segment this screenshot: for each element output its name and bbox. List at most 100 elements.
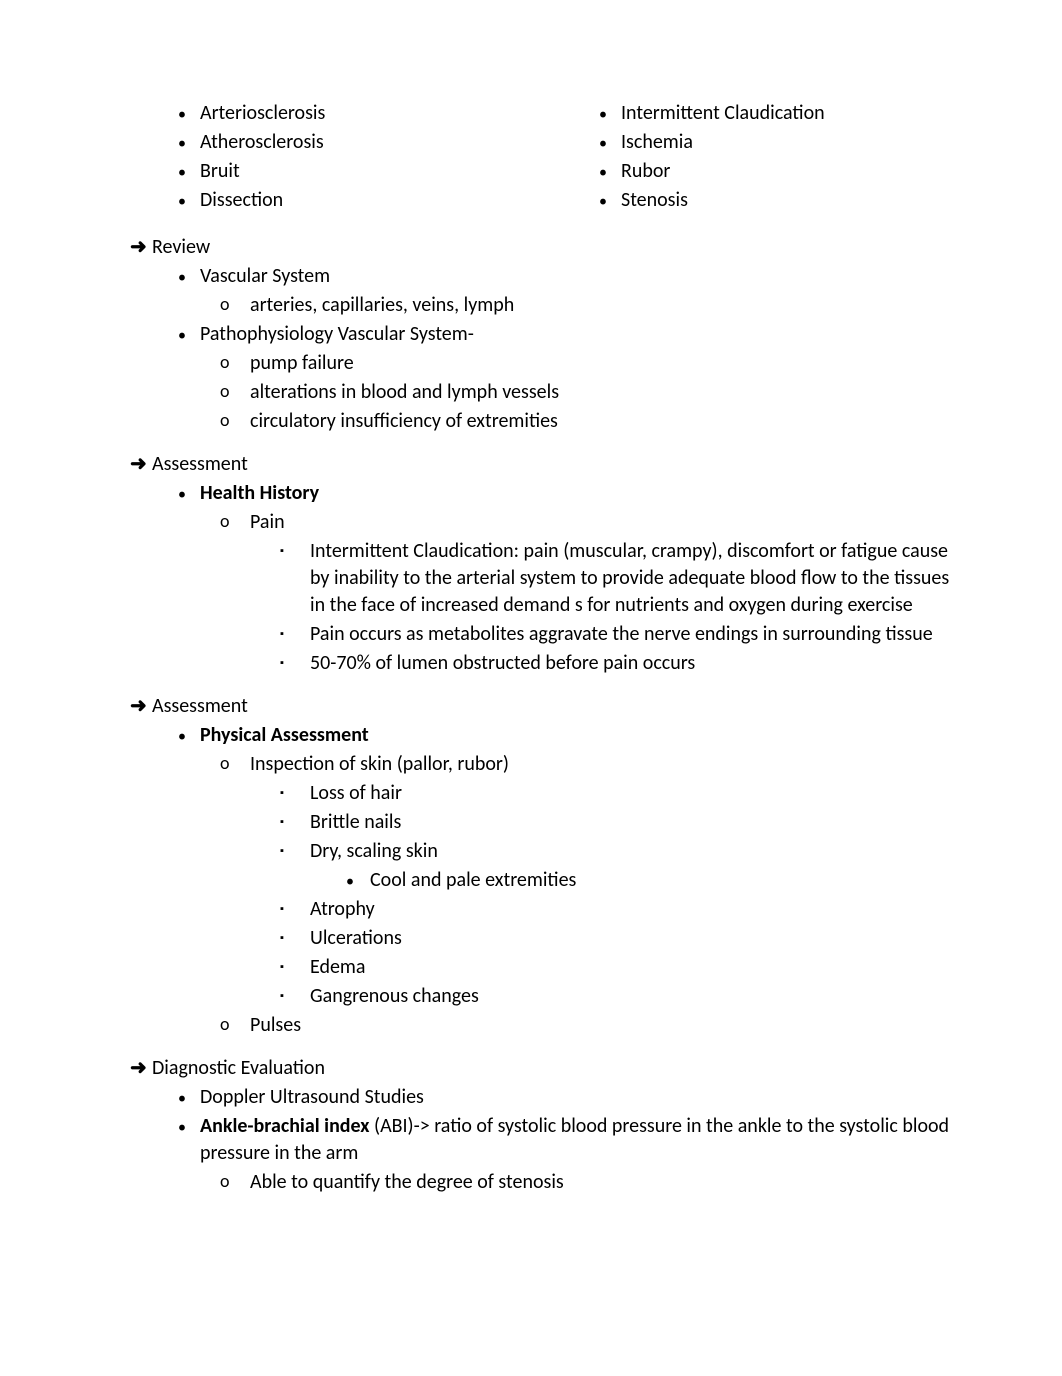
square-icon — [280, 954, 310, 975]
square-icon — [280, 925, 310, 946]
square-icon — [280, 780, 310, 801]
item-text-bold: Physical Assessment — [200, 722, 952, 749]
section-heading: Assessment — [152, 451, 952, 478]
bullet-icon — [170, 263, 200, 290]
subitem-text: circulatory insufficiency of extremities — [250, 408, 952, 435]
bullet-icon — [591, 187, 621, 214]
subitem-text: Pain — [250, 509, 952, 536]
list-item: Doppler Ultrasound Studies — [170, 1084, 952, 1111]
sq-item: Edema — [280, 954, 952, 981]
term-text: Intermittent Claudication — [621, 100, 952, 127]
circle-icon — [220, 1169, 250, 1193]
term-item: Dissection — [170, 187, 531, 214]
section-diagnostic: Diagnostic Evaluation — [130, 1055, 952, 1082]
sq-item: Gangrenous changes — [280, 983, 952, 1010]
sq-item: Pain occurs as metabolites aggravate the… — [280, 621, 952, 648]
item-text: Ankle-brachial index (ABI)-> ratio of sy… — [200, 1113, 952, 1167]
list-item: Vascular System — [170, 263, 952, 290]
sq-item: 50-70% of lumen obstructed before pain o… — [280, 650, 952, 677]
sq-text: Intermittent Claudication: pain (muscula… — [310, 538, 952, 619]
sublist-item: Inspection of skin (pallor, rubor) — [220, 751, 952, 778]
dot-item: Cool and pale extremities — [340, 867, 952, 894]
section-assessment-1: Assessment — [130, 451, 952, 478]
sublist-item: Pulses — [220, 1012, 952, 1039]
bullet-icon — [170, 480, 200, 507]
sq-item: Intermittent Claudication: pain (muscula… — [280, 538, 952, 619]
subitem-text: alterations in blood and lymph vessels — [250, 379, 952, 406]
section-heading: Diagnostic Evaluation — [152, 1055, 952, 1082]
bullet-icon — [170, 1113, 200, 1140]
term-columns: Arteriosclerosis Atherosclerosis Bruit D… — [130, 100, 952, 216]
bullet-icon — [170, 129, 200, 156]
term-item: Rubor — [591, 158, 952, 185]
sq-item: Loss of hair — [280, 780, 952, 807]
bullet-icon — [591, 129, 621, 156]
square-icon — [280, 538, 310, 559]
term-col-left: Arteriosclerosis Atherosclerosis Bruit D… — [130, 100, 531, 216]
arrow-icon — [130, 693, 152, 720]
sq-text: Brittle nails — [310, 809, 952, 836]
term-col-right: Intermittent Claudication Ischemia Rubor… — [551, 100, 952, 216]
term-item: Ischemia — [591, 129, 952, 156]
circle-icon — [220, 350, 250, 374]
term-text: Dissection — [200, 187, 531, 214]
sq-text: 50-70% of lumen obstructed before pain o… — [310, 650, 952, 677]
circle-icon — [220, 751, 250, 775]
sq-text: Gangrenous changes — [310, 983, 952, 1010]
term-text: Bruit — [200, 158, 531, 185]
item-text-bold: Health History — [200, 480, 952, 507]
sq-text: Atrophy — [310, 896, 952, 923]
list-item: Health History — [170, 480, 952, 507]
circle-icon — [220, 1012, 250, 1036]
section-heading: Review — [152, 234, 952, 261]
sq-text: Ulcerations — [310, 925, 952, 952]
sq-text: Edema — [310, 954, 952, 981]
term-text: Arteriosclerosis — [200, 100, 531, 127]
term-text: Stenosis — [621, 187, 952, 214]
term-item: Intermittent Claudication — [591, 100, 952, 127]
section-assessment-2: Assessment — [130, 693, 952, 720]
bullet-icon — [591, 158, 621, 185]
circle-icon — [220, 379, 250, 403]
section-heading: Assessment — [152, 693, 952, 720]
square-icon — [280, 896, 310, 917]
section-review: Review — [130, 234, 952, 261]
item-text: Doppler Ultrasound Studies — [200, 1084, 952, 1111]
bullet-icon — [340, 867, 370, 894]
circle-icon — [220, 509, 250, 533]
sq-text: Loss of hair — [310, 780, 952, 807]
arrow-icon — [130, 234, 152, 261]
term-item: Bruit — [170, 158, 531, 185]
square-icon — [280, 650, 310, 671]
list-item: Physical Assessment — [170, 722, 952, 749]
bullet-icon — [170, 187, 200, 214]
subitem-text: arteries, capillaries, veins, lymph — [250, 292, 952, 319]
sublist-item: circulatory insufficiency of extremities — [220, 408, 952, 435]
item-text: Vascular System — [200, 263, 952, 290]
sublist-item: Able to quantify the degree of stenosis — [220, 1169, 952, 1196]
term-item: Stenosis — [591, 187, 952, 214]
bullet-icon — [170, 1084, 200, 1111]
sq-item: Atrophy — [280, 896, 952, 923]
sq-item: Brittle nails — [280, 809, 952, 836]
term-text: Rubor — [621, 158, 952, 185]
dot-text: Cool and pale extremities — [370, 867, 952, 894]
square-icon — [280, 621, 310, 642]
item-text: Pathophysiology Vascular System- — [200, 321, 952, 348]
circle-icon — [220, 408, 250, 432]
term-text: Ischemia — [621, 129, 952, 156]
square-icon — [280, 809, 310, 830]
term-text: Atherosclerosis — [200, 129, 531, 156]
sq-text: Dry, scaling skin — [310, 838, 952, 865]
term-item: Arteriosclerosis — [170, 100, 531, 127]
bullet-icon — [170, 722, 200, 749]
sq-item: Ulcerations — [280, 925, 952, 952]
arrow-icon — [130, 1055, 152, 1082]
square-icon — [280, 983, 310, 1004]
sublist-item: arteries, capillaries, veins, lymph — [220, 292, 952, 319]
sq-item: Dry, scaling skin — [280, 838, 952, 865]
subitem-text: Pulses — [250, 1012, 952, 1039]
sublist-item: alterations in blood and lymph vessels — [220, 379, 952, 406]
bullet-icon — [591, 100, 621, 127]
sublist-item: pump failure — [220, 350, 952, 377]
